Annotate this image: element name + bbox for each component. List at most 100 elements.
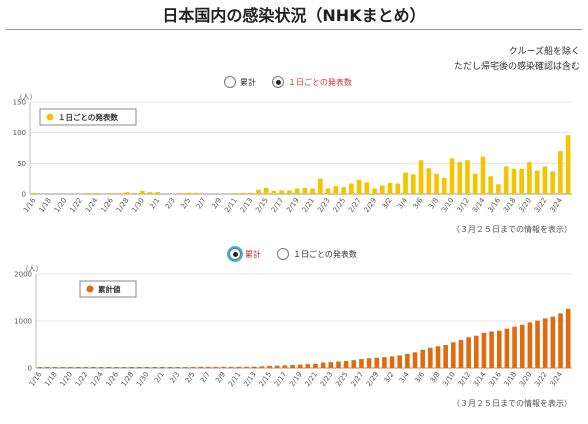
x-tick-label: 1/24: [84, 196, 100, 214]
bar-2-23: [328, 362, 334, 368]
x-tick-label: 2/11: [227, 371, 243, 388]
bar-2-19: [294, 188, 300, 194]
x-tick-label: 1/20: [59, 371, 75, 388]
bar-3-10: [451, 342, 456, 368]
bar-3-16: [496, 330, 502, 368]
bar-2-14: [259, 366, 265, 368]
x-tick-label: 2/1: [153, 371, 166, 385]
bar-3-24: [558, 313, 563, 368]
bar-1-16: [37, 367, 43, 368]
x-tick-label: 1/24: [89, 370, 105, 388]
x-tick-label: 3/10: [441, 371, 457, 388]
bar-2-18: [290, 365, 295, 368]
legend-label: 累計値: [98, 284, 121, 294]
bar-3-3: [395, 183, 401, 194]
bar-2-3: [175, 367, 180, 368]
bar-3-5: [410, 174, 416, 194]
bar-2-15: [267, 365, 272, 368]
bar-2-22: [318, 178, 323, 194]
x-tick-label: 3/20: [518, 371, 534, 388]
radio-daily-top-label[interactable]: １日ごとの発表数: [288, 77, 352, 87]
bar-3-12: [466, 337, 471, 368]
radio-daily-bottom-label[interactable]: １日ごとの発表数: [293, 249, 357, 259]
bar-2-25: [343, 360, 349, 368]
bar-3-21: [534, 170, 540, 194]
x-tick-label: 1/18: [43, 371, 59, 388]
bar-2-9: [221, 366, 226, 368]
bar-2-21: [310, 188, 315, 194]
bar-2-5: [186, 192, 192, 194]
toggle-group-top: 累計 １日ごとの発表数: [224, 71, 364, 93]
x-tick-label: 2/15: [254, 197, 270, 214]
radio-cumulative-top-label[interactable]: 累計: [240, 77, 256, 87]
bar-1-27: [121, 367, 127, 368]
bar-3-8: [434, 173, 439, 194]
bar-3-17: [504, 328, 510, 368]
legend: 累計値: [79, 280, 137, 298]
bar-1-17: [45, 367, 50, 368]
bar-2-25: [341, 187, 346, 194]
x-tick-label: 2/29: [365, 371, 381, 388]
bar-2-24: [336, 361, 341, 368]
bar-3-1: [379, 185, 385, 194]
bar-2-13: [251, 366, 257, 368]
bar-3-25: [565, 308, 571, 368]
bar-1-30: [139, 190, 145, 194]
bar-2-15: [263, 187, 269, 194]
radio-cumulative-bottom-label[interactable]: 累計: [245, 249, 261, 259]
x-tick-label: 3/4: [398, 370, 411, 384]
x-tick-label: 2/7: [199, 371, 212, 385]
bar-1-21: [75, 367, 81, 368]
y-tick-label: 100: [13, 129, 26, 137]
y-tick-label: 0: [28, 365, 32, 373]
bar-2-11: [232, 193, 238, 194]
radio-daily-bottom[interactable]: [277, 248, 289, 260]
radio-daily-top[interactable]: [272, 76, 284, 88]
bar-3-2: [387, 182, 393, 194]
bar-3-2: [389, 356, 395, 368]
bar-2-13: [248, 192, 253, 194]
bar-3-3: [397, 355, 403, 368]
x-tick-label: 1/16: [28, 370, 44, 388]
radio-cumulative-top[interactable]: [224, 76, 236, 88]
bar-1-20: [68, 367, 73, 368]
bar-2-5: [190, 366, 196, 368]
bar-2-6: [198, 366, 203, 368]
x-tick-label: 2/23: [319, 371, 335, 388]
legend-box: [39, 108, 137, 126]
x-tick-label: 2/13: [239, 197, 255, 214]
bar-1-19: [60, 367, 66, 368]
x-tick-label: 2/3: [164, 197, 177, 211]
x-tick-label: 2/27: [349, 371, 365, 388]
chart-caption: （３月２５日までの情報を表示）: [452, 224, 572, 234]
radio-cumulative-bottom[interactable]: [229, 248, 241, 260]
bar-3-22: [542, 318, 548, 368]
x-tick-label: 3/12: [457, 371, 473, 388]
bar-1-24: [98, 367, 104, 368]
x-tick-label: 1/30: [135, 371, 151, 388]
bar-2-28: [364, 182, 370, 194]
x-tick-label: 2/19: [288, 371, 304, 388]
title-divider: [6, 29, 582, 30]
x-tick-label: 3/8: [427, 197, 440, 211]
x-tick-label: 2/17: [273, 371, 289, 388]
bar-2-22: [320, 362, 326, 368]
x-tick-label: 1/16: [22, 196, 38, 214]
bar-3-15: [488, 176, 494, 194]
bar-2-16: [274, 365, 280, 368]
x-tick-label: 2/9: [210, 197, 223, 211]
y-axis-unit-label: （人）: [16, 93, 37, 101]
x-tick-label: 3/14: [472, 370, 488, 388]
bar-3-5: [412, 352, 418, 368]
bar-3-6: [420, 349, 425, 368]
bar-1-28: [129, 367, 135, 368]
bar-3-23: [550, 171, 555, 194]
x-tick-label: 2/19: [285, 197, 301, 214]
bar-2-8: [213, 366, 219, 368]
x-tick-label: 2/21: [301, 197, 317, 214]
x-tick-label: 1/18: [37, 197, 53, 214]
bar-3-24: [558, 151, 563, 194]
bar-3-9: [441, 178, 447, 194]
x-tick-label: 3/12: [456, 197, 472, 214]
bar-2-6: [194, 192, 199, 194]
